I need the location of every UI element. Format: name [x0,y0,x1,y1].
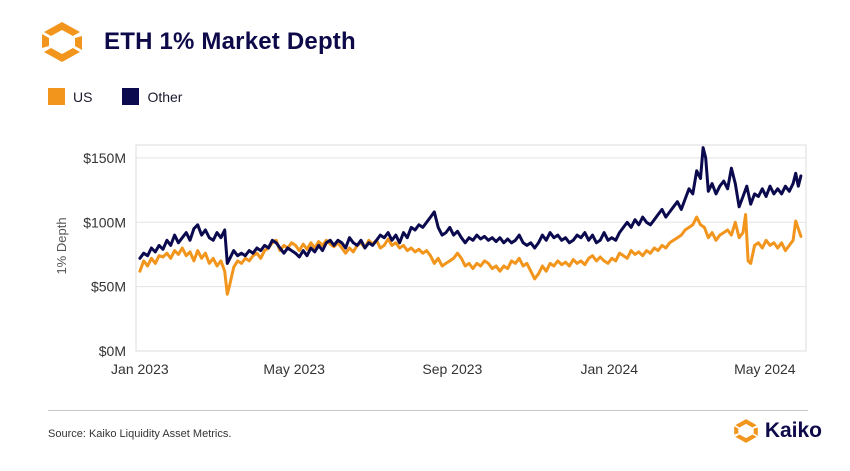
legend-label-us: US [73,88,93,105]
y-tick-label: $150M [83,150,126,166]
header: ETH 1% Market Depth [40,14,356,70]
y-tick-label: $50M [91,279,126,295]
y-axis-ticks: $0M $50M $100M $150M [83,150,126,359]
plot-frame [135,144,807,352]
depth-line-chart: $0M $50M $100M $150M Jan 2023 May 2023 Sep 20… [54,144,807,377]
series-line-other [138,146,803,265]
y-axis-label: 1% Depth [54,217,69,274]
x-tick-label: Jan 2023 [111,361,169,377]
chart-legend: US Other [48,88,212,105]
brand-name: Kaiko [764,419,822,442]
source-note: Source: Kaiko Liquidity Asset Metrics. [48,428,232,440]
x-axis-ticks: Jan 2023 May 2023 Sep 2023 Jan 2024 May 2024 [111,361,796,377]
chart-series [138,146,803,296]
legend-swatch-other [122,88,140,105]
legend-item-us[interactable]: US [48,88,92,105]
kaiko-logo-icon [733,419,758,443]
legend-label-other: Other [147,88,183,105]
kaiko-logo-icon [42,22,82,62]
x-tick-label: Sep 2023 [422,361,482,377]
page-title: ETH 1% Market Depth [104,28,356,55]
legend-swatch-us [48,88,65,105]
legend-item-other[interactable]: Other [122,88,182,105]
x-tick-label: May 2024 [734,361,796,377]
x-tick-label: May 2023 [263,361,325,377]
footer-divider [48,410,808,411]
x-tick-label: Jan 2024 [580,361,638,377]
brand: Kaiko [733,418,822,444]
series-line-us [138,213,803,296]
y-tick-label: $0M [99,343,126,359]
y-tick-label: $100M [83,214,126,230]
